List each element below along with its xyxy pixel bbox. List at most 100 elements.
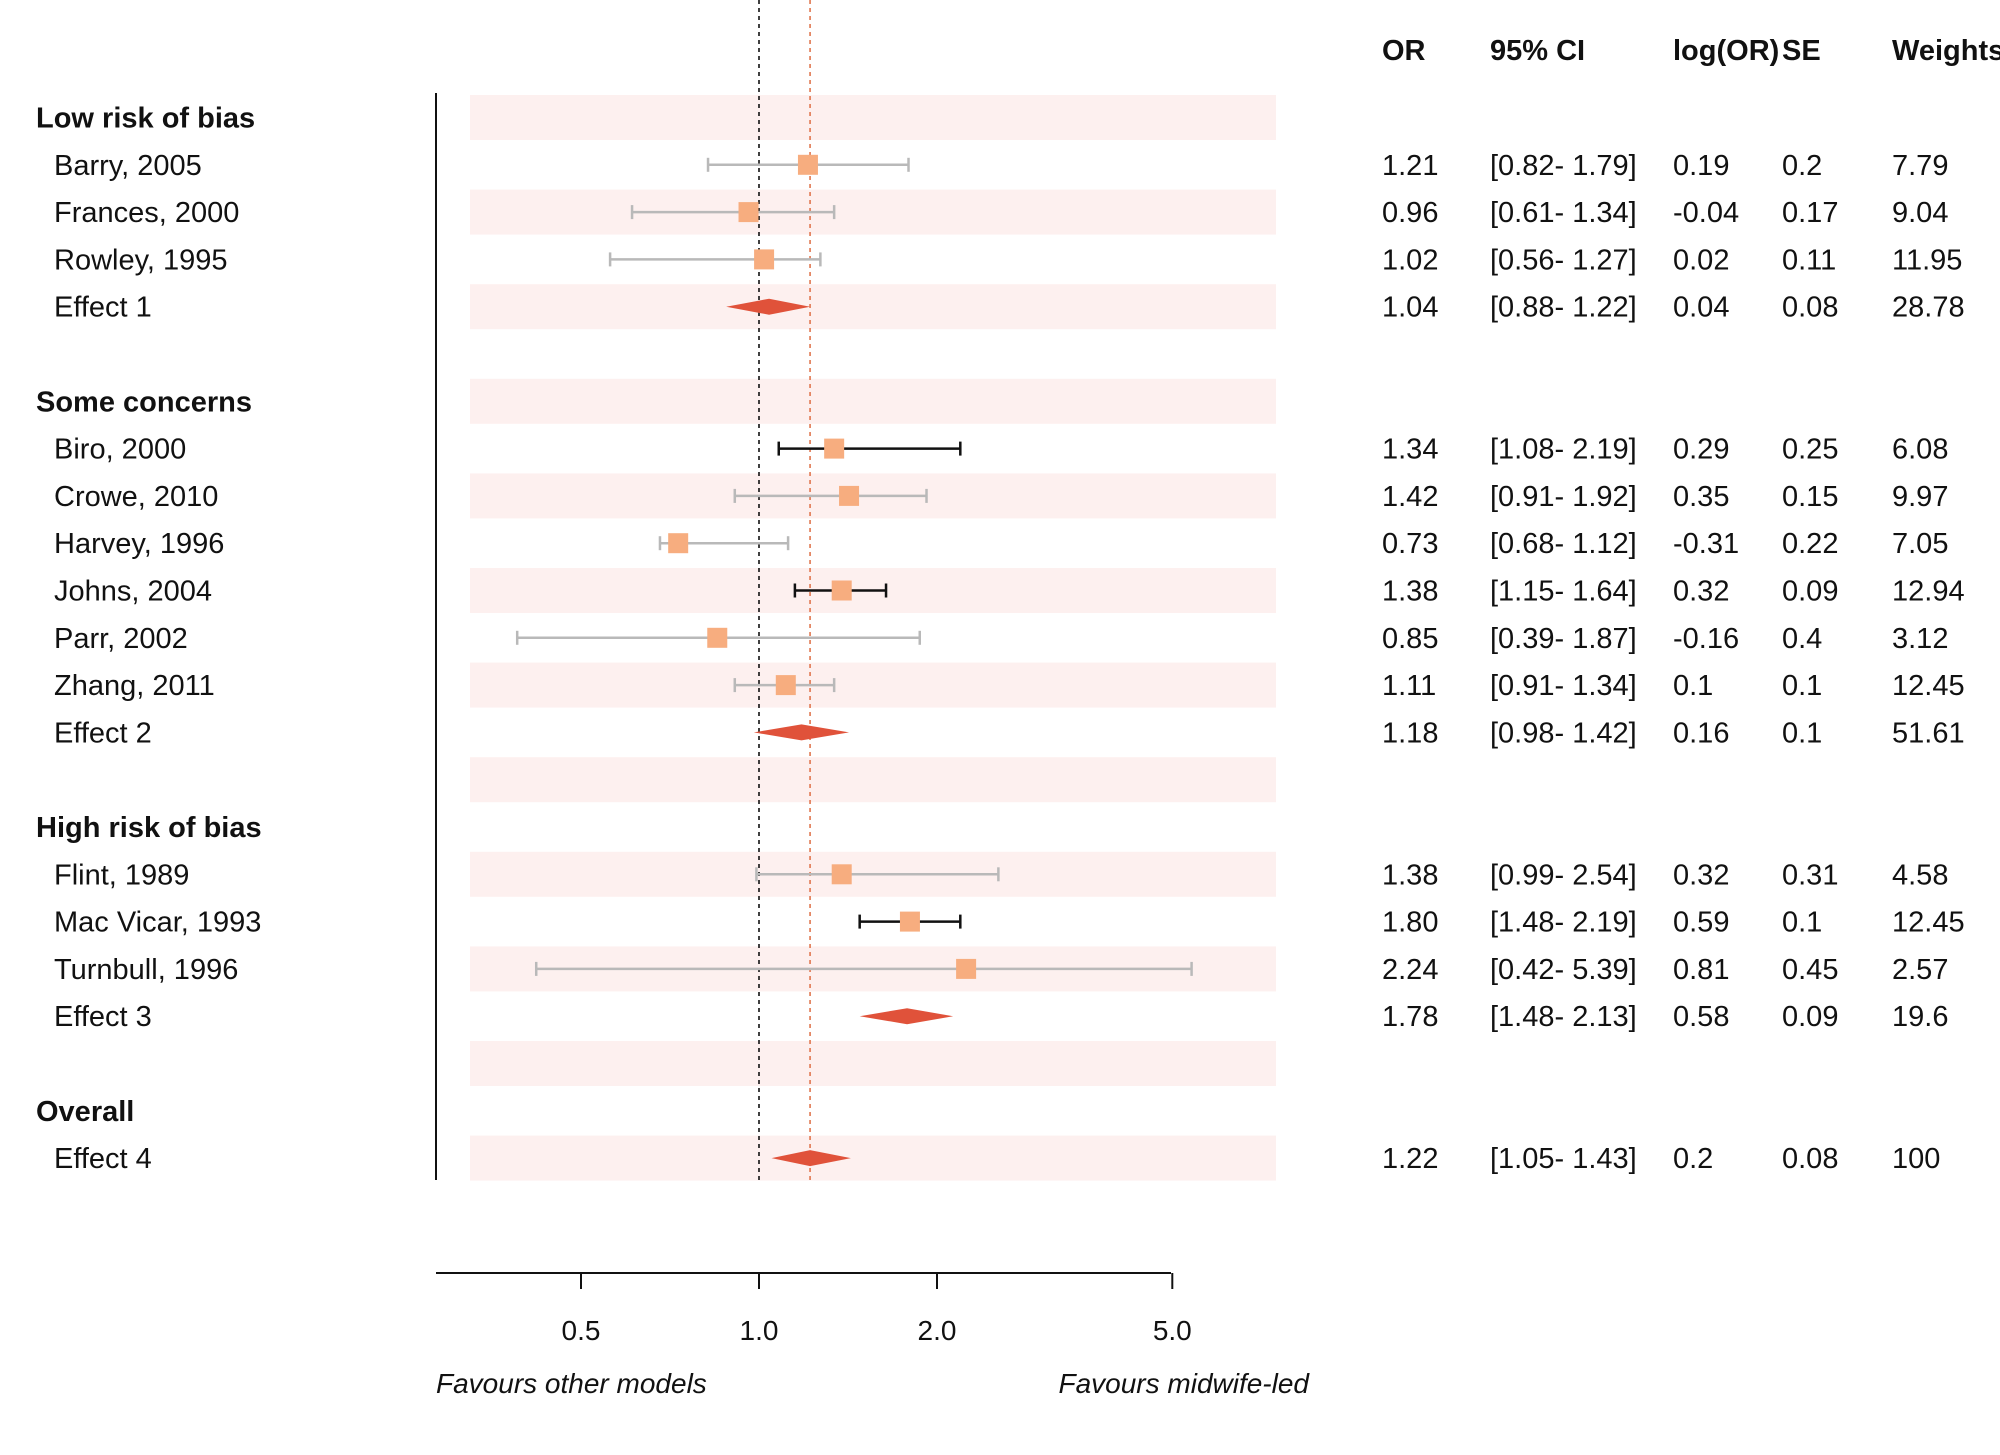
weight-value: 12.45 (1892, 907, 1965, 939)
group-heading: Some concerns (36, 386, 252, 418)
or-value: 1.38 (1382, 859, 1438, 891)
study-label: Turnbull, 1996 (54, 954, 238, 986)
point-estimate-box (797, 154, 818, 175)
pooled-effect-diamond (753, 724, 850, 741)
row-band (470, 378, 1276, 424)
or-value: 1.22 (1382, 1143, 1438, 1175)
or-value: 1.04 (1382, 292, 1438, 324)
or-value: 0.85 (1382, 623, 1438, 655)
weight-value: 9.04 (1892, 197, 1948, 229)
study-label: Crowe, 2010 (54, 481, 218, 513)
ci-value: [0.98- 1.42] (1490, 717, 1637, 749)
study-label: Johns, 2004 (54, 576, 212, 608)
point-estimate-box (956, 958, 977, 979)
weight-value: 3.12 (1892, 623, 1948, 655)
se-value: 0.09 (1782, 1001, 1838, 1033)
weight-value: 100 (1892, 1143, 1940, 1175)
column-header-w: Weights (1892, 35, 2000, 67)
study-label: Harvey, 1996 (54, 528, 224, 560)
logor-value: 0.59 (1673, 907, 1729, 939)
ci-value: [0.88- 1.22] (1490, 292, 1637, 324)
study-label: Zhang, 2011 (54, 670, 215, 702)
pooled-effect-diamond (859, 1008, 954, 1025)
weight-value: 6.08 (1892, 434, 1948, 466)
pooled-effect-diamond (726, 298, 811, 315)
se-value: 0.22 (1782, 528, 1838, 560)
study-label: Flint, 1989 (54, 859, 189, 891)
group-heading: Low risk of bias (36, 103, 255, 135)
ci-value: [1.05- 1.43] (1490, 1143, 1637, 1175)
or-value: 1.18 (1382, 717, 1438, 749)
logor-value: 0.04 (1673, 292, 1729, 324)
se-value: 0.11 (1782, 244, 1836, 276)
logor-value: 0.35 (1673, 481, 1729, 513)
ci-value: [0.68- 1.12] (1490, 528, 1637, 560)
effect-label: Effect 3 (54, 1001, 152, 1033)
logor-value: 0.32 (1673, 576, 1729, 608)
or-value: 1.02 (1382, 244, 1438, 276)
column-header-or: OR (1382, 35, 1426, 67)
ci-value: [0.91- 1.34] (1490, 670, 1637, 702)
logor-value: 0.32 (1673, 859, 1729, 891)
ci-value: [1.08- 2.19] (1490, 434, 1637, 466)
weight-value: 7.05 (1892, 528, 1948, 560)
effect-label: Effect 4 (54, 1143, 152, 1175)
or-value: 1.34 (1382, 434, 1438, 466)
point-estimate-box (738, 202, 759, 223)
point-estimate-box (668, 533, 689, 554)
ci-value: [1.15- 1.64] (1490, 576, 1637, 608)
ci-value: [0.91- 1.92] (1490, 481, 1637, 513)
study-label: Biro, 2000 (54, 434, 186, 466)
study-label: Frances, 2000 (54, 197, 239, 229)
ci-value: [0.99- 2.54] (1490, 859, 1637, 891)
weight-value: 12.45 (1892, 670, 1965, 702)
se-value: 0.31 (1782, 859, 1838, 891)
weight-value: 11.95 (1892, 244, 1962, 276)
point-estimate-box (899, 911, 920, 932)
row-band (470, 189, 1276, 235)
point-estimate-box (839, 485, 860, 506)
study-label: Barry, 2005 (54, 150, 202, 182)
footer-favours-right: Favours midwife-led (1058, 1368, 1310, 1399)
row-band (470, 284, 1276, 330)
logor-value: 0.2 (1673, 1143, 1713, 1175)
logor-value: -0.16 (1673, 623, 1739, 655)
weight-value: 9.97 (1892, 481, 1948, 513)
logor-value: 0.02 (1673, 244, 1729, 276)
se-value: 0.1 (1782, 670, 1822, 702)
or-value: 2.24 (1382, 954, 1438, 986)
column-header-ci: 95% CI (1490, 35, 1585, 67)
column-headers: OR 95% CI log(OR) SE Weights (1382, 35, 2000, 67)
row-band (470, 757, 1276, 803)
weight-value: 4.58 (1892, 859, 1948, 891)
weight-value: 7.79 (1892, 150, 1948, 182)
x-tick-label: 1.0 (740, 1315, 779, 1346)
row-band (470, 1135, 1276, 1181)
row-band (470, 662, 1276, 708)
x-axis: 0.5 1.0 2.0 5.0 (436, 1272, 1192, 1346)
point-estimate-box (775, 675, 796, 696)
point-estimate-box (707, 627, 728, 648)
or-value: 1.21 (1382, 150, 1438, 182)
weight-value: 28.78 (1892, 292, 1965, 324)
row-band (470, 95, 1276, 140)
se-value: 0.2 (1782, 150, 1822, 182)
or-value: 0.73 (1382, 528, 1438, 560)
weight-value: 51.61 (1892, 717, 1965, 749)
logor-value: -0.31 (1673, 528, 1739, 560)
study-label: Parr, 2002 (54, 623, 188, 655)
ci-value: [0.39- 1.87] (1490, 623, 1637, 655)
logor-value: 0.19 (1673, 150, 1729, 182)
or-value: 1.42 (1382, 481, 1438, 513)
se-value: 0.25 (1782, 434, 1838, 466)
or-value: 0.96 (1382, 197, 1438, 229)
point-estimate-box (831, 580, 852, 601)
row-band (470, 1041, 1276, 1086)
or-value: 1.80 (1382, 907, 1438, 939)
se-value: 0.1 (1782, 717, 1822, 749)
pooled-effect-diamond (771, 1150, 851, 1167)
forest-rows: Low risk of bias Barry, 2005 1.21 [0.82- 1.… (36, 103, 1965, 1176)
group-heading: Overall (36, 1096, 134, 1128)
ci-value: [0.82- 1.79] (1490, 150, 1637, 182)
